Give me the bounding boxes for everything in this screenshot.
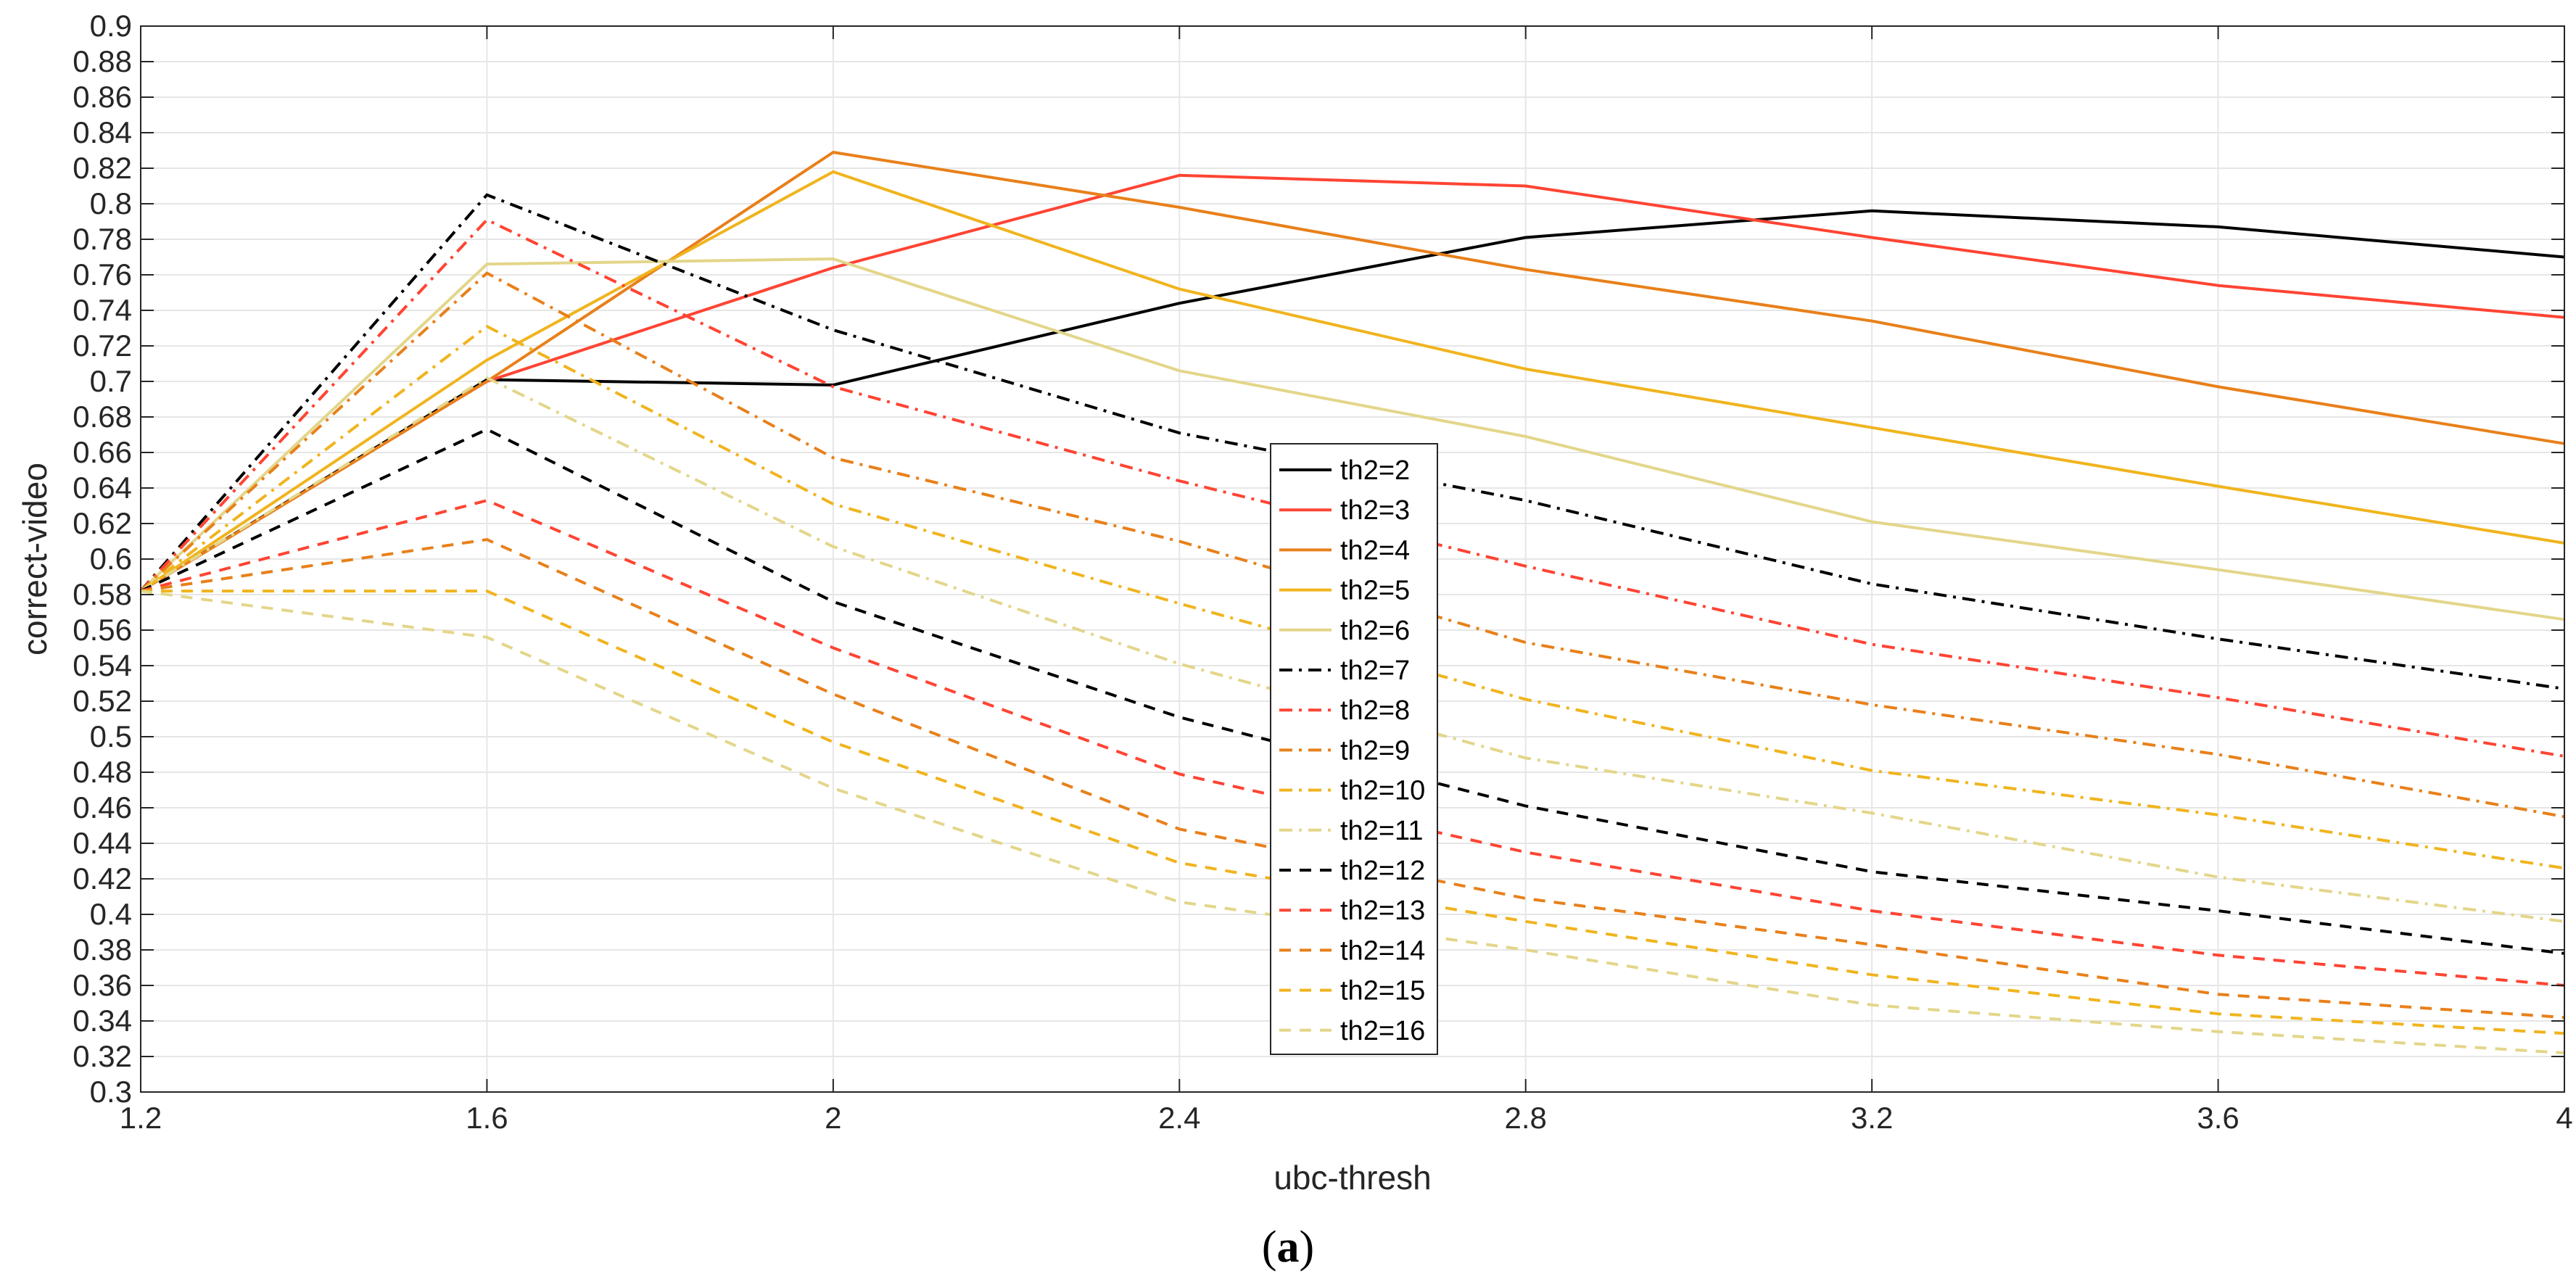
y-tick-label: 0.84	[73, 115, 132, 149]
y-tick-label: 0.32	[73, 1039, 132, 1073]
y-tick-label: 0.82	[73, 151, 132, 185]
axis-ticks: 1.2 1.6 2 2.4 2.8 3.2 3.6 40.30.320.340.360.380…	[73, 9, 2572, 1135]
y-tick-label: 0.68	[73, 400, 132, 434]
y-tick-label: 0.58	[73, 577, 132, 611]
x-tick-label: 4	[2556, 1101, 2572, 1135]
y-tick-label: 0.7	[90, 364, 132, 398]
legend-label: th2=15	[1340, 976, 1425, 1006]
series-line-th2-4	[139, 151, 2565, 592]
x-tick-label: 2	[825, 1101, 841, 1135]
y-tick-label: 0.88	[73, 44, 132, 78]
legend-label: th2=11	[1340, 816, 1423, 846]
y-tick-label: 0.46	[73, 790, 132, 824]
x-tick-label: 2.8	[1505, 1101, 1547, 1135]
legend-label: th2=8	[1340, 695, 1410, 726]
x-tick-label: 3.2	[1851, 1101, 1893, 1135]
y-tick-label: 0.86	[73, 80, 132, 114]
x-tick-label: 2.4	[1158, 1101, 1200, 1135]
y-tick-label: 0.78	[73, 222, 132, 256]
series-line-th2-12	[140, 428, 2565, 955]
legend-label: th2=9	[1340, 735, 1410, 766]
legend-label: th2=14	[1340, 935, 1425, 966]
y-tick-label: 0.48	[73, 755, 132, 789]
y-tick-label: 0.52	[73, 684, 132, 718]
x-tick-label: 3.6	[2197, 1101, 2239, 1135]
y-tick-label: 0.38	[73, 932, 132, 967]
y-tick-label: 0.34	[73, 1004, 132, 1038]
legend-label: th2=4	[1340, 535, 1410, 566]
series-line-th2-6	[139, 257, 2565, 621]
legend-label: th2=16	[1340, 1016, 1425, 1046]
series-line-th2-7	[139, 193, 2565, 690]
legend-label: th2=6	[1340, 616, 1410, 646]
legend-label: th2=10	[1340, 776, 1425, 806]
y-tick-label: 0.62	[73, 506, 132, 540]
y-tick-label: 0.56	[73, 613, 132, 647]
series-line-th2-2	[139, 209, 2565, 592]
y-tick-label: 0.8	[90, 186, 132, 220]
caption-open-paren: (	[1262, 1223, 1277, 1272]
series-line-th2-14	[140, 538, 2565, 1020]
x-axis-title: ubc-thresh	[1273, 1159, 1431, 1196]
y-tick-label: 0.76	[73, 257, 132, 291]
y-tick-label: 0.36	[73, 968, 132, 1002]
legend-label: th2=12	[1340, 856, 1425, 886]
figure-caption: (a)	[1262, 1223, 1314, 1272]
series-line-th2-3	[139, 173, 2565, 592]
y-tick-label: 0.42	[73, 861, 132, 896]
legend-box	[1270, 443, 1438, 1055]
legend-label: th2=2	[1340, 455, 1410, 486]
y-tick-label: 0.44	[73, 826, 132, 860]
y-tick-label: 0.66	[73, 435, 132, 469]
legend-label: th2=13	[1340, 896, 1425, 926]
y-tick-label: 0.4	[90, 897, 132, 931]
legend-label: th2=7	[1340, 656, 1410, 686]
legend-label: th2=5	[1340, 576, 1410, 606]
caption-letter: a	[1277, 1223, 1300, 1272]
x-tick-label: 1.2	[120, 1101, 162, 1135]
legend: th2=2 th2=3 th2=4 th2=5 th2=6 th2=7 th2=8 th2=9…	[1270, 443, 1438, 1055]
series-line-th2-5	[139, 170, 2565, 592]
caption-close-paren: )	[1300, 1223, 1315, 1272]
y-tick-label: 0.72	[73, 328, 132, 363]
y-tick-label: 0.3	[90, 1075, 132, 1109]
y-tick-label: 0.54	[73, 648, 132, 682]
x-tick-label: 1.6	[466, 1101, 508, 1135]
y-axis-title: correct-video	[16, 463, 54, 656]
legend-label: th2=3	[1340, 495, 1410, 526]
y-tick-label: 0.6	[90, 542, 132, 576]
y-tick-label: 0.74	[73, 293, 132, 327]
y-tick-label: 0.5	[90, 719, 132, 753]
y-tick-label: 0.64	[73, 471, 132, 505]
y-tick-label: 0.9	[90, 9, 132, 43]
